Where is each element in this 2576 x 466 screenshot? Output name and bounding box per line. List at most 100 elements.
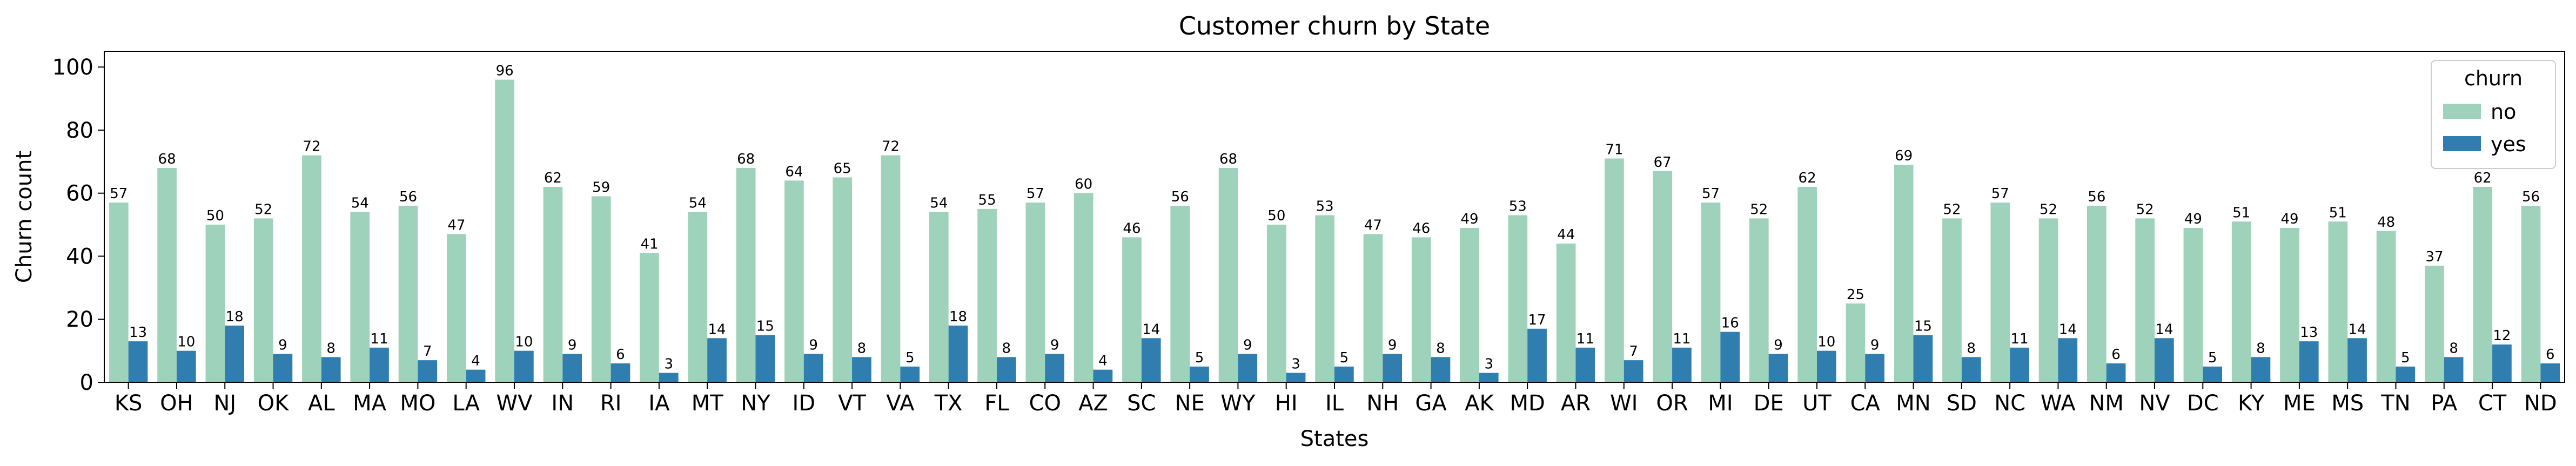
bar-yes-FL (996, 357, 1016, 382)
data-label-yes-VA: 5 (905, 350, 915, 366)
x-tick-label: NH (1366, 391, 1399, 416)
bar-no-NH (1363, 234, 1383, 382)
bar-no-ME (2280, 227, 2299, 382)
bar-yes-MN (1913, 335, 1933, 382)
data-label-yes-MT: 14 (708, 321, 726, 337)
data-label-yes-DC: 5 (2208, 350, 2217, 366)
data-label-yes-IA: 3 (664, 356, 673, 372)
data-label-yes-AL: 8 (326, 340, 336, 356)
bar-yes-CA (1865, 354, 1884, 382)
data-label-yes-IL: 5 (1340, 350, 1349, 366)
data-label-yes-LA: 4 (471, 353, 480, 369)
bar-yes-WA (2058, 338, 2078, 382)
legend-label-no: no (2491, 100, 2516, 124)
bar-yes-NV (2155, 338, 2174, 382)
data-label-no-HI: 50 (1267, 208, 1285, 224)
data-label-no-WA: 52 (2040, 201, 2057, 218)
x-tick-label: MI (1708, 391, 1733, 416)
legend-title: churn (2464, 66, 2523, 90)
data-label-yes-AZ: 4 (1098, 353, 1108, 369)
bar-no-MA (350, 212, 370, 382)
data-label-yes-TN: 5 (2401, 350, 2410, 366)
y-tick-label: 0 (80, 370, 93, 395)
bar-no-WI (1605, 158, 1624, 382)
data-label-yes-OK: 9 (278, 337, 287, 353)
x-tick-label: NC (1994, 391, 2025, 416)
bar-yes-VA (900, 366, 920, 382)
data-label-yes-CO: 9 (1050, 337, 1059, 353)
x-tick-label: NE (1175, 391, 1205, 416)
data-label-yes-NM: 6 (2111, 347, 2121, 363)
plot-frame (104, 51, 2565, 383)
data-label-no-IL: 53 (1316, 199, 1334, 215)
bar-yes-MA (370, 347, 389, 382)
legend-swatch-yes (2443, 136, 2481, 151)
data-label-yes-CT: 12 (2493, 328, 2511, 344)
x-tick-label: OK (258, 391, 290, 416)
x-tick-label: ME (2283, 391, 2316, 416)
bar-no-SD (1942, 218, 1962, 382)
y-tick-label: 40 (66, 244, 93, 269)
data-label-yes-MO: 7 (423, 343, 432, 360)
bar-yes-MO (418, 360, 438, 382)
data-label-yes-HI: 3 (1291, 356, 1300, 372)
data-label-yes-AK: 3 (1484, 356, 1493, 372)
x-tick-label: WA (2041, 391, 2076, 416)
data-label-no-IN: 62 (544, 170, 562, 186)
x-tick-label: DC (2187, 391, 2219, 416)
data-label-yes-CA: 9 (1870, 337, 1880, 353)
data-label-no-NY: 68 (737, 151, 755, 167)
data-label-no-KS: 57 (110, 186, 128, 202)
data-label-no-RI: 59 (592, 180, 610, 196)
data-label-yes-NY: 15 (756, 318, 774, 334)
bar-yes-DC (2203, 366, 2223, 382)
data-label-no-NV: 52 (2136, 201, 2154, 218)
bar-no-MD (1508, 215, 1528, 382)
data-label-yes-WI: 7 (1629, 343, 1638, 360)
data-label-no-MO: 56 (399, 189, 417, 205)
bar-yes-NM (2106, 363, 2126, 382)
bar-no-AL (302, 155, 321, 382)
bar-yes-MD (1527, 328, 1547, 382)
data-label-no-NJ: 50 (206, 208, 224, 224)
bar-no-DE (1749, 218, 1769, 382)
bar-no-DC (2183, 227, 2203, 382)
bar-yes-NH (1383, 354, 1403, 382)
data-label-no-MT: 54 (689, 195, 707, 212)
data-label-no-SD: 52 (1943, 201, 1961, 218)
data-label-yes-ME: 13 (2300, 325, 2318, 341)
data-label-no-WI: 71 (1605, 141, 1623, 158)
x-tick-label: KS (115, 391, 143, 416)
data-label-no-VA: 72 (882, 139, 900, 155)
data-label-yes-MI: 16 (1721, 315, 1739, 332)
bar-yes-MT (707, 338, 727, 382)
bar-yes-WI (1624, 360, 1643, 382)
bar-no-OK (253, 218, 273, 382)
data-label-yes-NH: 9 (1388, 337, 1397, 353)
bar-yes-GA (1431, 357, 1451, 382)
bar-no-AR (1556, 244, 1576, 382)
bars-group (109, 79, 2560, 383)
bar-no-GA (1411, 237, 1431, 382)
bar-yes-ND (2540, 363, 2560, 382)
x-tick-label: AR (1561, 391, 1591, 416)
x-tick-label: NJ (213, 391, 236, 416)
data-label-yes-NV: 14 (2155, 321, 2173, 337)
bar-yes-TX (948, 325, 968, 382)
bar-yes-OK (273, 354, 293, 382)
bar-yes-HI (1286, 373, 1306, 382)
data-label-no-VT: 65 (834, 161, 851, 177)
x-tick-label: MO (400, 391, 435, 416)
x-tick-label: IL (1325, 391, 1344, 416)
data-label-yes-VT: 8 (857, 340, 867, 356)
bar-no-CO (1025, 202, 1045, 382)
x-tick-label: AZ (1078, 391, 1108, 416)
x-tick-label: SC (1127, 391, 1156, 416)
bar-no-ID (784, 180, 804, 382)
x-tick-label: TN (2380, 391, 2410, 416)
bar-yes-MS (2347, 338, 2367, 382)
x-tick-label: NY (741, 391, 770, 416)
y-tick-label: 80 (66, 118, 93, 143)
data-label-yes-MN: 15 (1914, 318, 1932, 334)
bar-no-MO (398, 206, 418, 382)
